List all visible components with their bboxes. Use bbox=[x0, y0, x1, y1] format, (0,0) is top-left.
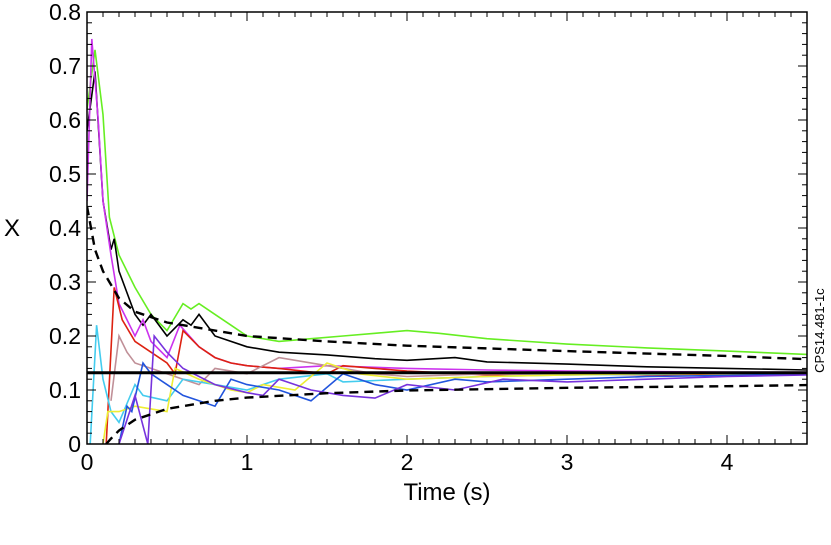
x-tick-label: 4 bbox=[721, 449, 734, 475]
y-tick-label: 0.4 bbox=[49, 215, 81, 241]
y-tick-label: 0.7 bbox=[49, 53, 81, 79]
axis-ticks: 0 1 2 3 4 0 0.1 0.2 0.3 0.4 0.5 0.6 0.7 0.8 bbox=[49, 0, 808, 475]
series-line-3 bbox=[87, 38, 807, 374]
dashed-bound-1 bbox=[87, 206, 807, 361]
series-line-4 bbox=[105, 287, 807, 444]
y-tick-label: 0 bbox=[68, 431, 81, 457]
y-tick-label: 0.8 bbox=[49, 0, 81, 25]
y-tick-label: 0.3 bbox=[49, 269, 81, 295]
x-tick-label: 1 bbox=[241, 449, 254, 475]
y-tick-label: 0.2 bbox=[49, 323, 81, 349]
plot-lines bbox=[87, 38, 807, 444]
y-tick-label: 0.5 bbox=[49, 161, 81, 187]
x-tick-label: 3 bbox=[561, 449, 574, 475]
x-axis-title: Time (s) bbox=[403, 479, 490, 506]
figure-id-label: CPS14.481-1c bbox=[812, 288, 827, 373]
x-tick-label: 0 bbox=[81, 449, 94, 475]
series-line-2 bbox=[87, 71, 807, 371]
y-tick-label: 0.6 bbox=[49, 107, 81, 133]
series-line-9 bbox=[118, 333, 807, 444]
plot-frame bbox=[86, 11, 808, 445]
series-line-1 bbox=[87, 49, 807, 356]
y-axis-title: X bbox=[4, 215, 20, 242]
y-tick-label: 0.1 bbox=[49, 377, 81, 403]
dashed-bound-2 bbox=[105, 383, 807, 444]
x-tick-label: 2 bbox=[401, 449, 414, 475]
